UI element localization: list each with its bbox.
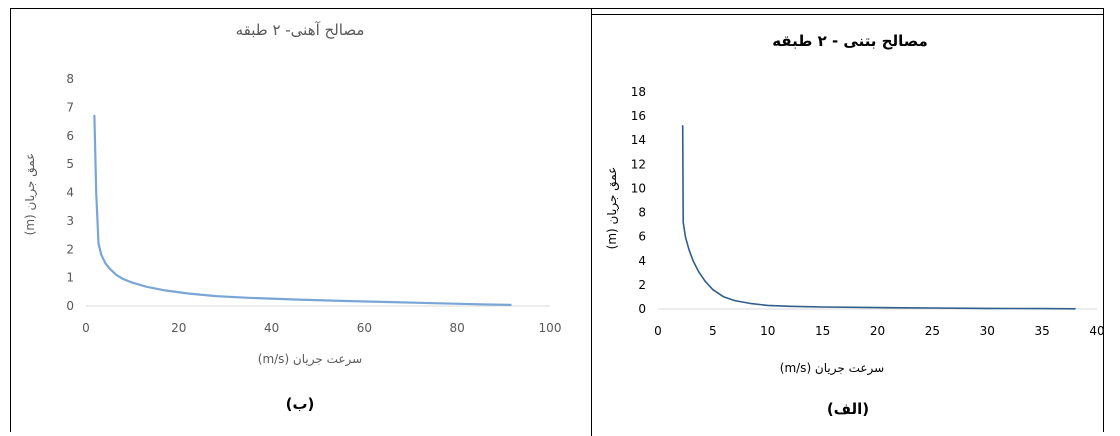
x-tick-label: 100 — [539, 321, 562, 335]
series-line — [681, 125, 1076, 310]
y-tick-label: 2 — [638, 278, 646, 292]
x-tick-label: 0 — [654, 324, 662, 338]
y-tick-label: 16 — [631, 109, 646, 123]
x-tick-label: 35 — [1034, 324, 1049, 338]
x-tick-label: 10 — [760, 324, 775, 338]
x-tick-label: 25 — [925, 324, 940, 338]
y-tick-label: 0 — [66, 299, 74, 313]
y-tick-label: 18 — [631, 85, 646, 99]
y-tick-label: 7 — [66, 100, 74, 114]
x-tick-label: 0 — [82, 321, 90, 335]
y-tick-label: 6 — [66, 129, 74, 143]
x-tick-label: 20 — [171, 321, 186, 335]
y-tick-label: 3 — [66, 214, 74, 228]
chart-title: مصالح آهنی- ۲ طبقه — [236, 21, 365, 39]
x-tick-label: 20 — [870, 324, 885, 338]
y-tick-label: 12 — [631, 157, 646, 171]
x-axis-label: سرعت جریان (m/s) — [780, 361, 884, 376]
y-tick-label: 10 — [631, 181, 646, 195]
panel-label-right: (الف) — [826, 400, 870, 418]
y-tick-label: 14 — [631, 133, 646, 147]
right-top-border — [591, 14, 1104, 15]
x-tick-label: 80 — [450, 321, 465, 335]
y-axis-label: عمق جریان (m) — [605, 167, 620, 250]
panel-right: مصالح بتنی - ۲ طبقه 0 2 4 6 8 10 12 14 16 18 0 5 10 15… — [592, 8, 1105, 436]
chart-title: مصالح بتنی - ۲ طبقه — [772, 32, 928, 50]
y-tick-label: 0 — [638, 302, 646, 316]
panel-label-left: (ب) — [285, 395, 315, 413]
x-tick-label: 15 — [815, 324, 830, 338]
x-tick-label: 30 — [980, 324, 995, 338]
x-tick-label: 40 — [264, 321, 279, 335]
panel-divider — [591, 8, 592, 436]
chart-right-svg: مصالح بتنی - ۲ طبقه 0 2 4 6 8 10 12 14 16 18 0 5 10 15… — [605, 32, 1105, 376]
series-line — [93, 114, 512, 306]
figure-frame — [10, 8, 1104, 432]
y-tick-label: 4 — [638, 254, 646, 268]
x-tick-label: 40 — [1089, 324, 1104, 338]
panel-left: مصالح آهنی- ۲ طبقه 0 1 2 3 4 5 6 7 8 0 20 40 60 80 100 س… — [10, 8, 591, 436]
y-tick-label: 8 — [66, 72, 74, 86]
x-tick-label: 60 — [357, 321, 372, 335]
x-tick-label: 5 — [709, 324, 717, 338]
y-tick-label: 2 — [66, 242, 74, 256]
y-tick-label: 4 — [66, 186, 74, 200]
y-axis-label: عمق جریان (m) — [23, 153, 38, 236]
y-tick-label: 8 — [638, 206, 646, 220]
y-tick-label: 6 — [638, 230, 646, 244]
y-tick-label: 5 — [66, 157, 74, 171]
x-axis-label: سرعت جریان (m/s) — [258, 352, 362, 367]
y-tick-label: 1 — [66, 271, 74, 285]
